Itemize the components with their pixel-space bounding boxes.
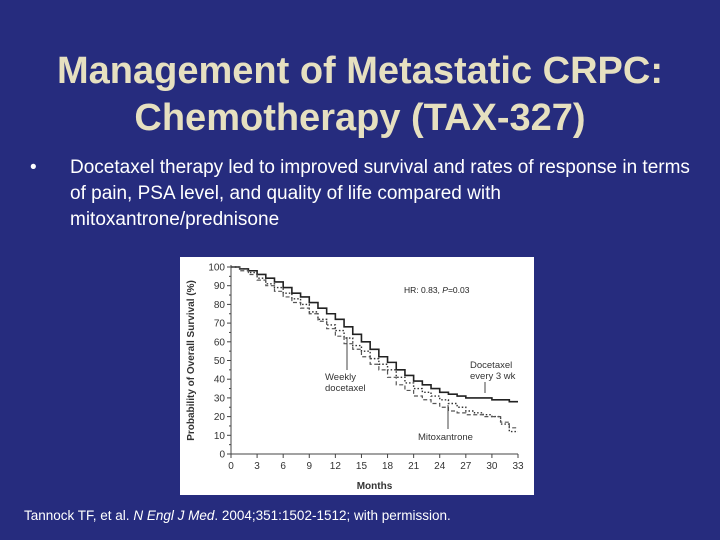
x-tick-label-0: 0 — [228, 461, 234, 472]
x-tick-label-21: 21 — [408, 461, 420, 472]
x-tick-label-18: 18 — [382, 461, 394, 472]
series-line-2 — [231, 266, 518, 429]
x-axis-label: Months — [357, 481, 393, 492]
y-tick-label-50: 50 — [214, 356, 226, 367]
bullet-marker: • — [30, 157, 37, 178]
title-line-2: Chemotherapy (TAX-327) — [134, 97, 586, 139]
y-tick-label-0: 0 — [219, 450, 225, 461]
y-tick-label-100: 100 — [208, 263, 225, 274]
x-tick-label-30: 30 — [486, 461, 498, 472]
citation-journal: N Engl J Med — [133, 508, 215, 523]
slide-title: Management of Metastatic CRPC: Chemother… — [0, 48, 720, 142]
x-tick-label-9: 9 — [306, 461, 312, 472]
x-tick-label-12: 12 — [330, 461, 342, 472]
x-tick-label-24: 24 — [434, 461, 446, 472]
series-label-0-line-1: every 3 wk — [470, 371, 516, 382]
series-line-0 — [231, 266, 518, 403]
bullet-item: • Docetaxel therapy led to improved surv… — [30, 155, 710, 233]
x-tick-label-27: 27 — [460, 461, 472, 472]
y-tick-label-20: 20 — [214, 412, 226, 423]
series-label-0-line-0: Docetaxel — [470, 360, 512, 371]
series-label-1-line-1: docetaxel — [325, 383, 366, 394]
y-tick-label-90: 90 — [214, 281, 226, 292]
title-line-1: Management of Metastatic CRPC: — [57, 50, 663, 92]
bullet-text: Docetaxel therapy led to improved surviv… — [70, 157, 690, 230]
y-tick-label-40: 40 — [214, 375, 226, 386]
citation: Tannock TF, et al. N Engl J Med. 2004;35… — [24, 507, 451, 525]
x-tick-label-3: 3 — [254, 461, 260, 472]
series-line-1 — [231, 266, 518, 433]
survival-chart: 0 10 20 30 40 50 60 70 80 90 100 0 3 6 9 12 15 18 21 24 27 30… — [186, 263, 524, 493]
x-tick-label-15: 15 — [356, 461, 368, 472]
y-tick-label-30: 30 — [214, 393, 226, 404]
y-tick-label-10: 10 — [214, 431, 226, 442]
y-tick-label-70: 70 — [214, 319, 226, 330]
y-tick-label-60: 60 — [214, 337, 226, 348]
series-label-2-line-0: Mitoxantrone — [418, 432, 473, 443]
y-axis-label: Probability of Overall Survival (%) — [186, 280, 197, 441]
x-tick-label-33: 33 — [512, 461, 524, 472]
survival-chart-panel: 0 10 20 30 40 50 60 70 80 90 100 0 3 6 9 12 15 18 21 24 27 30… — [180, 257, 534, 495]
y-tick-label-80: 80 — [214, 300, 226, 311]
hr-annotation: HR: 0.83, P=0.03 — [404, 285, 470, 295]
citation-details: . 2004;351:1502-1512; with permission. — [214, 508, 451, 523]
series-label-1-line-0: Weekly — [325, 372, 356, 383]
citation-authors: Tannock TF, et al. — [24, 508, 134, 523]
x-tick-label-6: 6 — [280, 461, 286, 472]
